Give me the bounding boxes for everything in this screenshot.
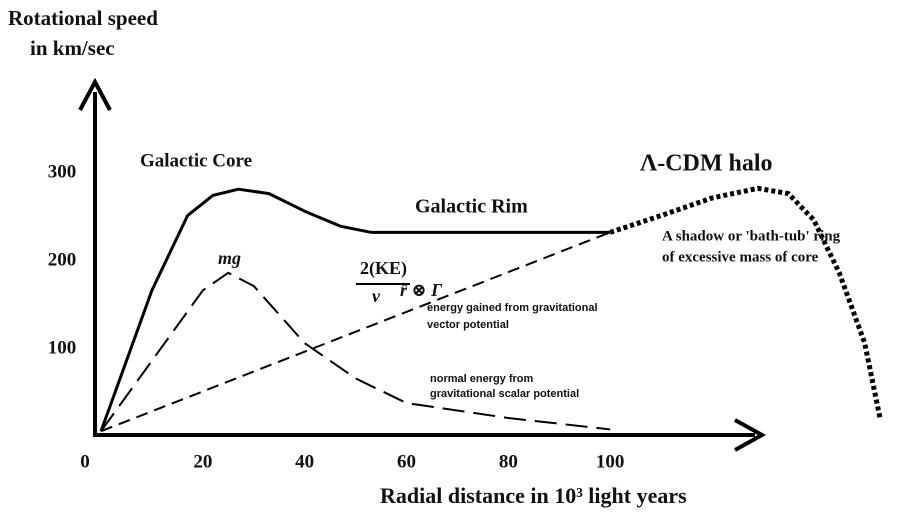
annotation: energy gained from gravitational	[427, 302, 598, 314]
x-axis-label: Radial distance in 10³ light years	[380, 483, 687, 508]
series-line	[100, 231, 611, 433]
axes	[78, 77, 767, 452]
annotation: of excessive mass of core	[662, 249, 819, 265]
x-tick-label: 40	[295, 451, 314, 472]
annotation: normal energy from	[430, 373, 534, 385]
annotation: gravitational scalar potential	[430, 388, 579, 400]
x-arrow	[734, 418, 767, 452]
annotation: r̂ ⊗ Γ⃗	[400, 280, 456, 300]
y-axis-label: in km/sec	[30, 36, 115, 60]
x-tick-label: 60	[397, 451, 416, 472]
x-tick-label: 0	[80, 451, 90, 472]
x-tick-label: 20	[193, 451, 212, 472]
annotation: vector potential	[427, 319, 509, 331]
annotation: A shadow or 'bath-tub' ring	[662, 228, 841, 244]
annotation: mg⃗	[218, 248, 255, 268]
series-line	[609, 185, 883, 419]
annotation: Galactic Core	[140, 150, 252, 171]
y-tick-label: 200	[48, 249, 77, 270]
annotation: Galactic Rim	[415, 196, 528, 218]
y-arrow	[78, 77, 112, 111]
x-tick-label: 80	[499, 451, 518, 472]
y-tick-label: 100	[48, 337, 77, 358]
annotation: 2(KE)	[360, 258, 407, 279]
series-line	[99, 187, 611, 432]
annotation: v	[372, 286, 381, 306]
x-tick-label: 100	[596, 451, 625, 472]
y-axis-label: Rotational speed	[8, 6, 158, 30]
series-line	[100, 271, 611, 432]
annotation: Λ-CDM halo	[640, 151, 773, 177]
y-tick-label: 300	[48, 161, 77, 182]
